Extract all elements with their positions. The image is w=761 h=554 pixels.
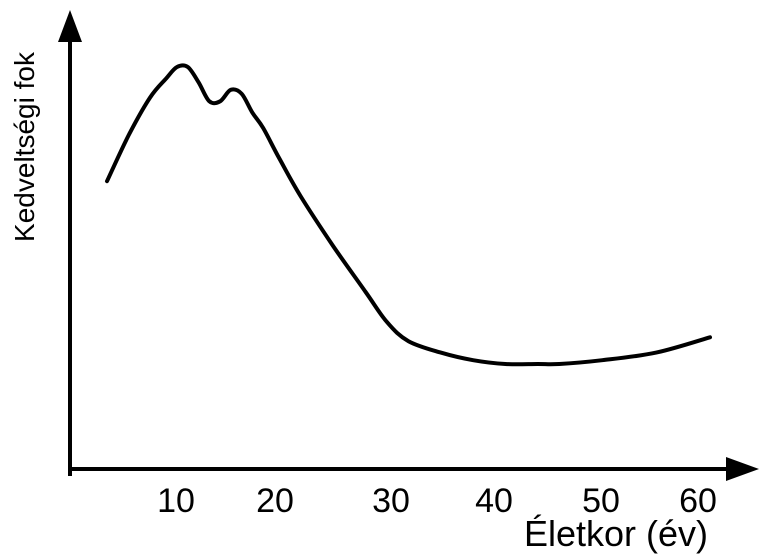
x-tick-label: 60 <box>679 482 717 520</box>
x-tick-label: 20 <box>256 482 294 520</box>
x-tick-labels: 10 20 30 40 50 60 <box>157 482 717 520</box>
series-line <box>105 63 712 367</box>
x-tick-label: 50 <box>582 482 620 520</box>
x-axis-label: Életkor (év) <box>524 513 708 554</box>
y-axis-label: Kedveltségi fok <box>9 51 40 242</box>
x-tick-label: 10 <box>157 482 195 520</box>
x-tick-label: 30 <box>372 482 410 520</box>
x-axis-arrow-icon <box>726 457 759 481</box>
x-tick-label: 40 <box>475 482 513 520</box>
y-axis-arrow-icon <box>58 10 82 42</box>
